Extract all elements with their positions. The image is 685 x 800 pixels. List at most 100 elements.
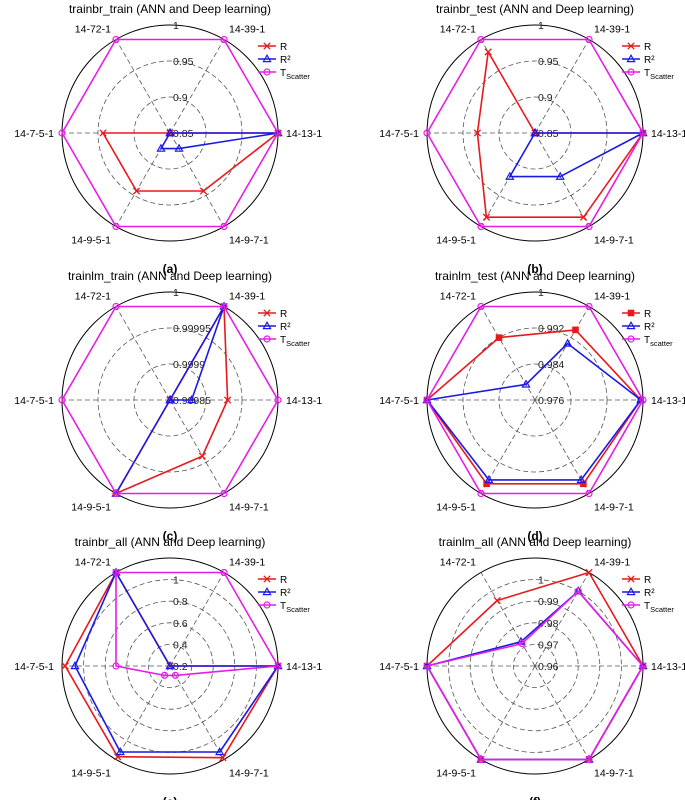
data-point-R2 [186, 394, 197, 404]
data-point-R [61, 662, 69, 670]
legend-label-T: TScatter [644, 68, 674, 81]
data-point-R [99, 129, 107, 137]
data-point-R [199, 187, 208, 195]
ring-label: 0.9999 [173, 359, 205, 371]
chart-title: trainbr_all (ANN and Deep learning) [75, 535, 266, 549]
ring-label: 1 [538, 575, 544, 587]
data-point-T [639, 396, 647, 404]
data-point-R [223, 396, 232, 404]
data-point-T [274, 396, 282, 404]
data-point-R2 [530, 127, 540, 137]
data-point-R [580, 480, 587, 488]
legend-subscript: scatter [650, 339, 673, 348]
axis-label: 14-9-7-1 [229, 768, 269, 780]
ring-label: 0.95 [538, 56, 559, 68]
series-line-T [426, 38, 644, 228]
legend-marker-R2 [626, 320, 636, 330]
data-point-R [483, 480, 490, 488]
data-point-R [484, 48, 492, 56]
legend-label-T: Tscatter [644, 335, 673, 348]
axis-label: 14-7-5-1 [379, 661, 419, 673]
series-line-R2 [426, 342, 642, 481]
data-point-T [574, 587, 582, 595]
data-point-T [171, 671, 179, 679]
data-point-T [112, 302, 120, 311]
legend-marker-R2 [626, 53, 636, 63]
ring-label: 0.97 [538, 639, 559, 651]
legend-label-R: R [644, 42, 651, 53]
ring-label: 0.9 [173, 92, 188, 104]
data-point-R2 [521, 379, 531, 388]
legend-label-R: R [644, 575, 651, 586]
data-point-T [112, 489, 120, 498]
ring-label: 0.99995 [173, 323, 211, 335]
legend-label-R: R [280, 309, 287, 320]
data-point-T [161, 671, 169, 679]
data-point-T [585, 489, 593, 498]
series-line-R [476, 51, 644, 218]
radar-panel-c: trainlm_train (ANN and Deep learning) 0.9… [14, 269, 322, 543]
axis-label: 14-13-1 [651, 395, 685, 407]
axis-spoke [534, 39, 590, 134]
legend-label-R2: R² [644, 55, 655, 66]
series-line-T [115, 571, 279, 677]
data-point-T [585, 35, 593, 44]
series-line-R2 [508, 132, 644, 178]
data-point-T [58, 129, 66, 137]
ring-label: 0.2 [173, 661, 188, 673]
axis-label: 14-39-1 [594, 556, 630, 568]
data-point-R2 [70, 660, 80, 670]
chart-title: trainlm_train (ANN and Deep learning) [68, 269, 272, 283]
axis-label: 14-39-1 [229, 556, 265, 568]
data-point-R [493, 596, 501, 605]
legend-marker-T [627, 335, 635, 343]
ring-label: 1 [538, 20, 544, 32]
ring-label: 1 [173, 575, 179, 587]
axis-label: 14-9-7-1 [594, 235, 634, 247]
data-point-R2 [484, 474, 494, 484]
axis-label: 14-72-1 [440, 556, 476, 568]
legend-label-R2: R² [280, 588, 291, 599]
axis-label: 14-7-5-1 [14, 395, 54, 407]
axis-label: 14-9-7-1 [594, 502, 634, 514]
data-point-R2 [115, 747, 125, 756]
grid-ring [513, 644, 558, 689]
data-point-T [220, 35, 228, 44]
series-line-R [102, 132, 279, 192]
ring-label: 1 [173, 287, 179, 299]
legend-subscript: Scatter [286, 339, 310, 348]
data-point-T [585, 302, 593, 311]
axis-label: 14-9-7-1 [594, 768, 634, 780]
legend: R R² TScatter [622, 42, 674, 81]
axis-label: 14-39-1 [594, 23, 630, 35]
radar-panel-d: trainlm_test (ANN and Deep learning) 0.97… [379, 269, 685, 543]
legend-marker-R [627, 575, 635, 583]
data-point-T [477, 489, 485, 498]
axis-spoke [169, 665, 225, 760]
data-point-T [112, 35, 120, 44]
legend-label-T: TScatter [280, 68, 310, 81]
axis-spoke [534, 306, 590, 401]
legend-marker-R [263, 309, 271, 317]
axis-label: 14-13-1 [651, 661, 685, 673]
data-point-R [585, 568, 593, 577]
radar-panel-e: trainbr_all (ANN and Deep learning) 0.2 0.… [14, 535, 322, 800]
axis-label: 14-9-7-1 [229, 502, 269, 514]
legend-marker-T [627, 601, 635, 609]
axis-spoke [169, 572, 225, 667]
axis-spoke [169, 39, 225, 134]
ring-label: 0.95 [173, 56, 194, 68]
panel-caption: (f) [529, 795, 541, 800]
data-point-R2 [165, 394, 175, 404]
data-point-T [220, 302, 228, 311]
ring-label: 1 [538, 287, 544, 299]
data-point-R [572, 326, 579, 334]
chart-title: trainbr_train (ANN and Deep learning) [69, 2, 271, 16]
axis-spoke [534, 665, 590, 760]
axis-label: 14-9-5-1 [71, 502, 111, 514]
axis-label: 14-13-1 [286, 128, 322, 140]
data-point-R [579, 213, 588, 221]
axis-spoke [115, 665, 171, 760]
data-point-T [585, 755, 593, 764]
